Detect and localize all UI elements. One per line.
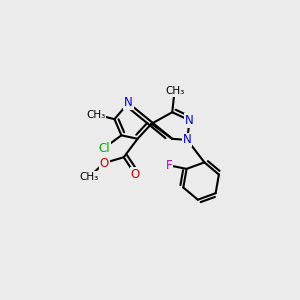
Text: O: O	[130, 168, 140, 181]
Text: CH₃: CH₃	[86, 110, 106, 119]
Text: CH₃: CH₃	[165, 86, 184, 96]
Text: Cl: Cl	[98, 142, 110, 154]
Text: F: F	[166, 159, 172, 172]
Text: N: N	[183, 134, 192, 146]
Text: O: O	[100, 157, 109, 169]
Text: N: N	[124, 97, 133, 110]
Text: N: N	[185, 114, 194, 127]
Text: CH₃: CH₃	[80, 172, 99, 182]
